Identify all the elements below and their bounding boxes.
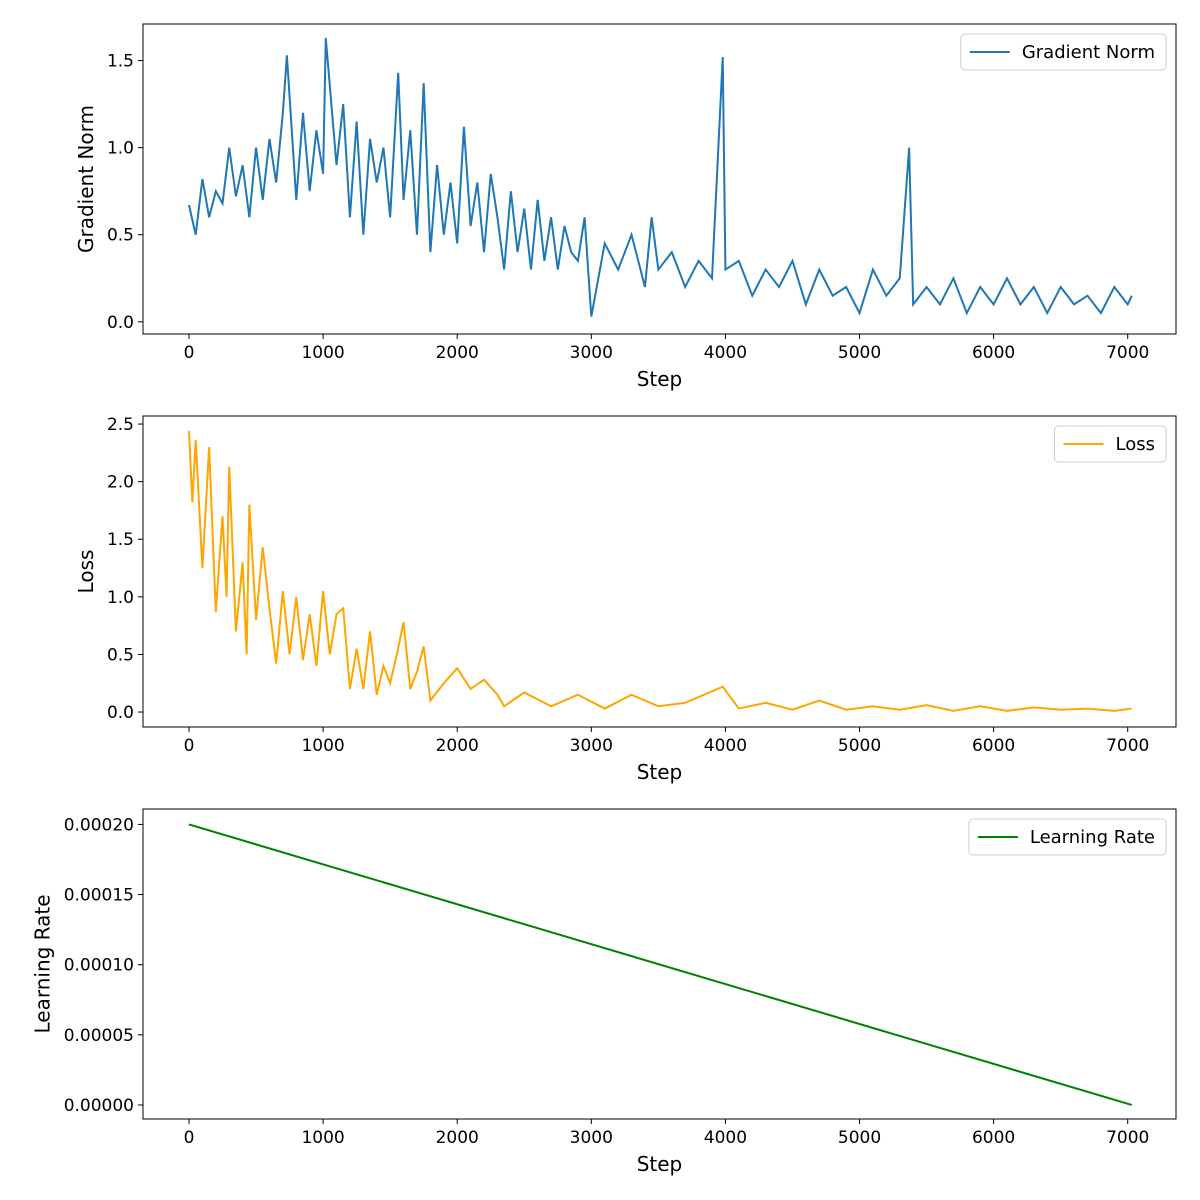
legend: Learning Rate [968, 818, 1167, 856]
x-tick-label: 7000 [1106, 736, 1149, 756]
line-series [188, 37, 1133, 317]
x-axis-label: Step [637, 1152, 683, 1176]
y-tick-label: 1.5 [107, 530, 134, 550]
x-tick-label: 6000 [972, 343, 1015, 363]
y-tick-label: 0.00000 [64, 1096, 134, 1116]
legend-label: Gradient Norm [1022, 42, 1155, 63]
x-tick-label: 6000 [972, 736, 1015, 756]
y-tick-label: 0.0 [107, 703, 134, 723]
y-tick-label: 2.5 [107, 415, 134, 435]
legend-box [968, 818, 1167, 856]
legend-box [1054, 425, 1167, 463]
y-tick-label: 0.00015 [64, 886, 134, 906]
subplot: 0 1000 2000 3000 4000 5000 6000 7000 0.00000 0.00… [31, 808, 1177, 1176]
subplot: 0 1000 2000 3000 4000 5000 6000 7000 0.0 0.5 1.0 1.… [74, 23, 1177, 391]
x-tick-label: 4000 [704, 1128, 747, 1148]
y-tick-label: 1.0 [107, 588, 134, 608]
axes-frame [142, 808, 1177, 1120]
axes-frame [142, 23, 1177, 335]
y-tick-label: 1.0 [107, 139, 134, 159]
x-tick-label: 7000 [1106, 1128, 1149, 1148]
x-tick-label: 3000 [570, 736, 613, 756]
x-axis-label: Step [637, 760, 683, 784]
x-tick-label: 1000 [301, 343, 344, 363]
x-tick-label: 6000 [972, 1128, 1015, 1148]
x-tick-label: 4000 [704, 736, 747, 756]
y-axis-label: Gradient Norm [74, 105, 98, 253]
legend: Loss [1054, 425, 1167, 463]
legend: Gradient Norm [960, 33, 1167, 71]
x-tick-label: 3000 [570, 343, 613, 363]
x-tick-label: 5000 [838, 1128, 881, 1148]
y-tick-label: 0.5 [107, 645, 134, 665]
y-tick-label: 0.00005 [64, 1026, 134, 1046]
y-tick-label: 0.00020 [64, 815, 134, 835]
y-tick-label: 0.0 [107, 313, 134, 333]
x-tick-label: 5000 [838, 343, 881, 363]
x-tick-label: 2000 [436, 736, 479, 756]
x-axis-label: Step [637, 367, 683, 391]
y-tick-label: 2.0 [107, 473, 134, 493]
legend-box [960, 33, 1167, 71]
x-tick-label: 2000 [436, 343, 479, 363]
y-tick-label: 0.00010 [64, 956, 134, 976]
x-tick-label: 3000 [570, 1128, 613, 1148]
x-tick-label: 1000 [301, 736, 344, 756]
x-tick-label: 4000 [704, 343, 747, 363]
y-tick-label: 0.5 [107, 226, 134, 246]
x-tick-label: 5000 [838, 736, 881, 756]
axes-frame [142, 415, 1177, 728]
x-tick-label: 0 [184, 1128, 195, 1148]
y-axis-label: Learning Rate [31, 894, 55, 1033]
x-tick-label: 1000 [301, 1128, 344, 1148]
y-tick-label: 1.5 [107, 52, 134, 72]
line-series [188, 823, 1133, 1106]
line-series [188, 430, 1132, 712]
x-tick-label: 2000 [436, 1128, 479, 1148]
x-tick-label: 0 [184, 343, 195, 363]
x-tick-label: 0 [184, 736, 195, 756]
legend-label: Learning Rate [1030, 827, 1155, 848]
x-tick-label: 7000 [1106, 343, 1149, 363]
y-axis-label: Loss [74, 550, 98, 594]
legend-label: Loss [1116, 434, 1155, 455]
subplot: 0 1000 2000 3000 4000 5000 6000 7000 0.0 0.5 1.0 1.… [74, 415, 1177, 784]
